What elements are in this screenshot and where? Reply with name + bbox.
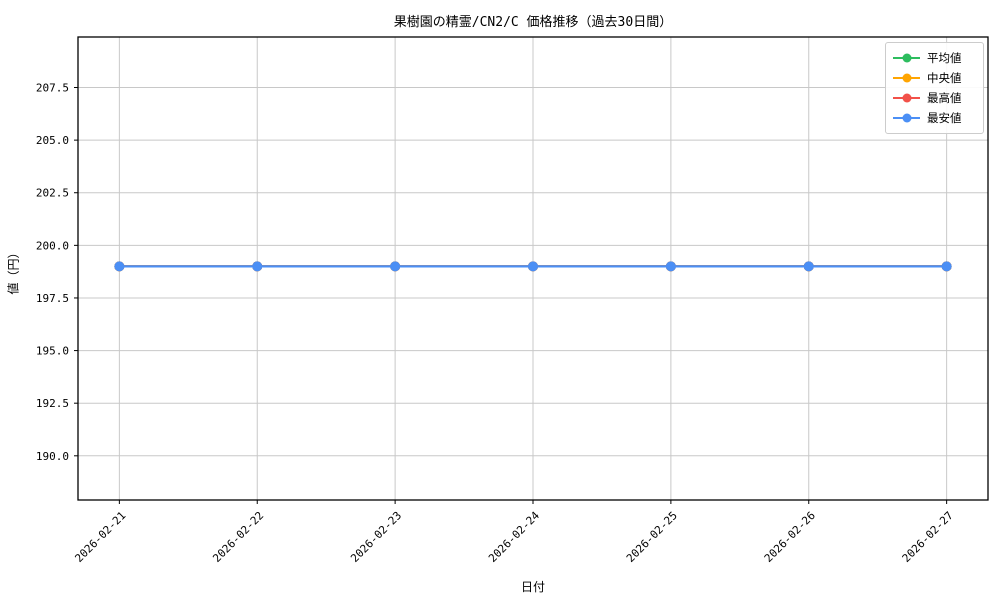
series-marker bbox=[252, 261, 263, 272]
y-tick-label: 207.5 bbox=[36, 82, 69, 95]
series-marker bbox=[803, 261, 814, 272]
y-tick-label: 195.0 bbox=[36, 345, 69, 358]
marker-dot-icon bbox=[902, 73, 911, 83]
x-tick-label: 2026-02-22 bbox=[210, 509, 266, 565]
legend-label: 平均値 bbox=[927, 51, 962, 65]
y-tick-label: 192.5 bbox=[36, 397, 69, 410]
legend-item-median: 中央値 bbox=[893, 68, 975, 88]
x-tick-label: 2026-02-23 bbox=[348, 509, 404, 565]
y-tick-label: 190.0 bbox=[36, 450, 69, 463]
marker-dot-icon bbox=[902, 113, 911, 123]
line-marker-icon bbox=[893, 93, 920, 103]
line-marker-icon bbox=[893, 73, 920, 83]
legend-label: 最安値 bbox=[927, 111, 962, 125]
y-axis-title: 値（円） bbox=[6, 246, 21, 295]
series-marker bbox=[390, 261, 401, 272]
x-tick-label: 2026-02-25 bbox=[624, 509, 680, 565]
series-marker bbox=[528, 261, 538, 272]
series-marker bbox=[665, 261, 676, 272]
x-tick-label: 2026-02-21 bbox=[72, 509, 128, 565]
series-marker bbox=[941, 261, 952, 272]
series-marker bbox=[114, 261, 125, 272]
legend-item-highest: 最高値 bbox=[893, 88, 975, 108]
line-marker-icon bbox=[893, 113, 920, 123]
x-axis-title: 日付 bbox=[520, 580, 545, 594]
legend-item-average: 平均値 bbox=[893, 48, 975, 68]
legend-item-lowest: 最安値 bbox=[893, 108, 975, 128]
legend: 平均値 中央値 最高値 最安値 bbox=[885, 42, 984, 134]
marker-dot-icon bbox=[902, 53, 911, 63]
x-tick-label: 2026-02-27 bbox=[900, 509, 956, 565]
y-tick-label: 202.5 bbox=[36, 187, 69, 200]
legend-label: 中央値 bbox=[927, 71, 962, 85]
legend-label: 最高値 bbox=[927, 91, 962, 105]
chart-title: 果樹園の精霊/CN2/C 価格推移（過去30日間） bbox=[393, 15, 673, 30]
y-tick-label: 205.0 bbox=[36, 134, 69, 147]
x-tick-label: 2026-02-26 bbox=[762, 509, 818, 565]
line-marker-icon bbox=[893, 53, 920, 63]
y-tick-label: 200.0 bbox=[36, 239, 69, 252]
marker-dot-icon bbox=[902, 93, 911, 103]
x-tick-label: 2026-02-24 bbox=[486, 509, 542, 565]
y-tick-label: 197.5 bbox=[36, 292, 69, 305]
